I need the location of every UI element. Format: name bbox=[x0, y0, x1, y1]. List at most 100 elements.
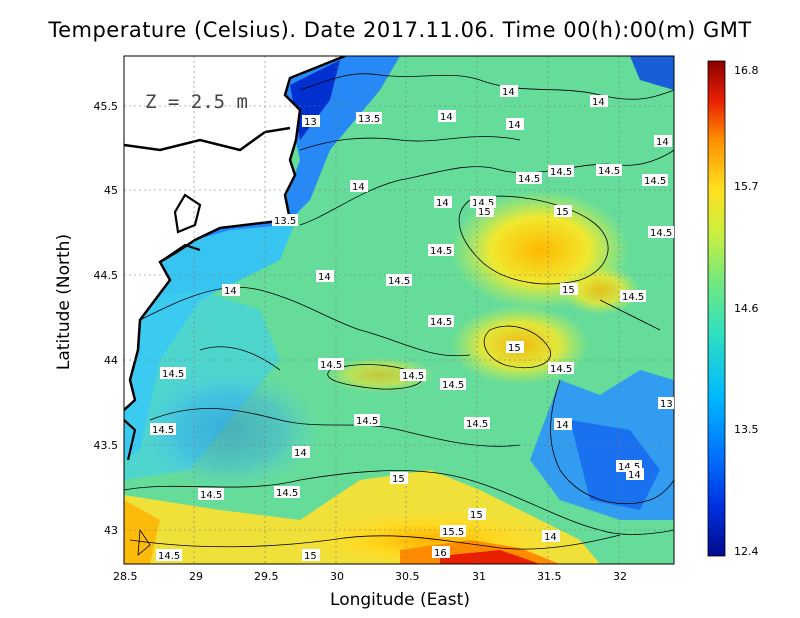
contour-label: 14.5 bbox=[548, 165, 574, 178]
svg-text:15: 15 bbox=[562, 285, 575, 296]
svg-text:15: 15 bbox=[556, 207, 569, 218]
contour-label: 14 bbox=[438, 110, 456, 123]
svg-text:14.5: 14.5 bbox=[402, 371, 424, 382]
contour-lines bbox=[124, 73, 674, 556]
contour-label: 15 bbox=[468, 508, 486, 521]
contour-label: 13 bbox=[658, 397, 674, 410]
x-axis-label: Longitude (East) bbox=[330, 590, 470, 610]
contour-label: 14 bbox=[350, 180, 368, 193]
svg-text:14: 14 bbox=[556, 420, 569, 431]
contour-label: 14.5 bbox=[440, 378, 466, 391]
y-tick: 45 bbox=[104, 184, 118, 197]
svg-text:15: 15 bbox=[392, 474, 405, 485]
contour-label: 14.5 bbox=[620, 290, 646, 303]
contour-label: 14.5 bbox=[428, 315, 454, 328]
x-tick: 29 bbox=[189, 570, 203, 583]
x-tick: 28.5 bbox=[113, 570, 138, 583]
svg-text:14.5: 14.5 bbox=[598, 166, 620, 177]
svg-text:14: 14 bbox=[294, 448, 307, 459]
contour-label: 15.5 bbox=[440, 525, 466, 538]
land-coastline bbox=[124, 56, 346, 461]
x-tick: 31.5 bbox=[537, 570, 562, 583]
contour-label: 15 bbox=[554, 205, 572, 218]
contour-label: 15 bbox=[390, 472, 408, 485]
svg-text:14.5: 14.5 bbox=[644, 176, 666, 187]
contour-label: 14.5 bbox=[464, 417, 490, 430]
contour-label: 14 bbox=[222, 284, 240, 297]
svg-text:14: 14 bbox=[508, 120, 521, 131]
contour-label: 14 bbox=[292, 446, 310, 459]
svg-text:14: 14 bbox=[656, 137, 669, 148]
contour-label: 14 bbox=[654, 135, 672, 148]
x-tick: 31 bbox=[472, 570, 486, 583]
svg-text:15: 15 bbox=[508, 343, 521, 354]
contour-label: 14.5 bbox=[156, 549, 182, 562]
svg-text:14.5: 14.5 bbox=[200, 490, 222, 501]
svg-text:15.5: 15.5 bbox=[442, 527, 464, 538]
colorbar: 12.4 13.5 14.6 15.7 16.8 bbox=[707, 60, 759, 558]
x-tick: 30.5 bbox=[395, 570, 420, 583]
x-tick: 29.5 bbox=[254, 570, 279, 583]
svg-text:14.5: 14.5 bbox=[518, 174, 540, 185]
y-tick: 43.5 bbox=[94, 439, 119, 452]
contour-label: 13.5 bbox=[272, 214, 298, 227]
svg-text:13.5: 13.5 bbox=[274, 216, 296, 227]
svg-text:14.5: 14.5 bbox=[276, 488, 298, 499]
svg-text:14: 14 bbox=[436, 198, 449, 209]
contour-label: 14.5 bbox=[160, 367, 186, 380]
svg-text:14.5: 14.5 bbox=[622, 292, 644, 303]
svg-text:14.5: 14.5 bbox=[618, 462, 640, 473]
svg-text:14.5: 14.5 bbox=[466, 419, 488, 430]
svg-text:14.5: 14.5 bbox=[162, 369, 184, 380]
svg-text:16: 16 bbox=[434, 548, 447, 559]
x-tick: 32 bbox=[613, 570, 627, 583]
colorbar-tick: 14.6 bbox=[734, 302, 759, 315]
svg-text:14.5: 14.5 bbox=[550, 167, 572, 178]
contour-label: 15 bbox=[560, 283, 578, 296]
colorbar-tick: 16.8 bbox=[734, 64, 759, 77]
contour-label: 14 bbox=[542, 530, 560, 543]
contour-label: 14 bbox=[506, 118, 524, 131]
contour-label: 14.5 bbox=[596, 164, 622, 177]
svg-text:14: 14 bbox=[352, 182, 365, 193]
contour-label: 14.5 bbox=[354, 414, 380, 427]
x-tick: 30 bbox=[330, 570, 344, 583]
contour-label: 14.5 bbox=[642, 174, 668, 187]
svg-text:14.5: 14.5 bbox=[356, 416, 378, 427]
svg-text:14: 14 bbox=[544, 532, 557, 543]
svg-text:14.5: 14.5 bbox=[388, 276, 410, 287]
svg-text:15: 15 bbox=[478, 207, 491, 218]
svg-text:14.5: 14.5 bbox=[442, 380, 464, 391]
svg-text:14.5: 14.5 bbox=[430, 246, 452, 257]
svg-text:14: 14 bbox=[318, 272, 331, 283]
contour-label: 14.5 bbox=[428, 244, 454, 257]
y-tick: 44.5 bbox=[94, 269, 119, 282]
y-tick: 44 bbox=[104, 354, 118, 367]
svg-text:14: 14 bbox=[592, 97, 605, 108]
svg-text:14: 14 bbox=[224, 286, 237, 297]
contour-label: 14.5 bbox=[400, 369, 426, 382]
y-tick: 45.5 bbox=[94, 100, 119, 113]
y-tick: 43 bbox=[104, 524, 118, 537]
contour-label: 14 bbox=[626, 468, 644, 481]
contour-label: 14.5 bbox=[318, 358, 344, 371]
contour-label: 14.5 bbox=[548, 362, 574, 375]
contour-label: 14.5 bbox=[516, 172, 542, 185]
svg-text:14: 14 bbox=[502, 87, 515, 98]
svg-text:14: 14 bbox=[628, 470, 641, 481]
colorbar-tick: 15.7 bbox=[734, 180, 759, 193]
contour-label: 14 bbox=[554, 418, 572, 431]
svg-text:15: 15 bbox=[304, 551, 317, 562]
contour-label: 14 bbox=[316, 270, 334, 283]
contour-label: 14.5 bbox=[198, 488, 224, 501]
svg-text:15: 15 bbox=[470, 510, 483, 521]
svg-text:14.5: 14.5 bbox=[430, 317, 452, 328]
map-title: Temperature (Celsius). Date 2017.11.06. … bbox=[48, 18, 752, 42]
contour-label: 14 bbox=[434, 196, 452, 209]
svg-text:14.5: 14.5 bbox=[158, 551, 180, 562]
contour-label: 14 bbox=[500, 85, 518, 98]
colorbar-tick: 12.4 bbox=[734, 545, 759, 558]
contour-label: 16 bbox=[432, 546, 450, 559]
contour-value-labels: 14 14 13.5 14 14 13 14 14.5 14 14.5 14.5… bbox=[150, 85, 674, 562]
